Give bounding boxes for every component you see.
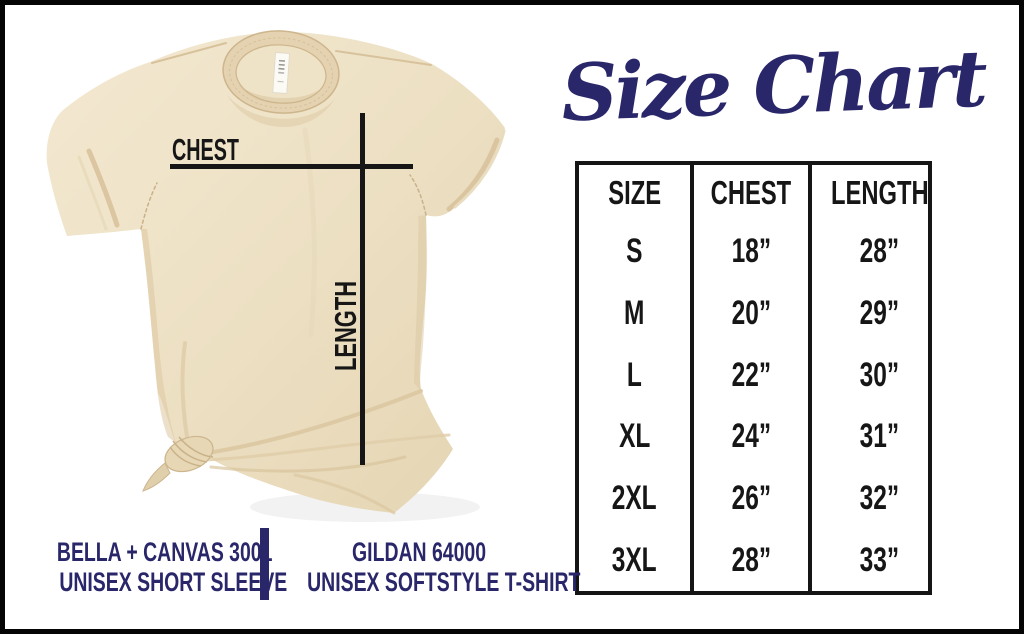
size-cell: 3XL <box>612 540 657 579</box>
col-header-length: LENGTH <box>830 174 929 211</box>
fabric-folds <box>77 42 506 515</box>
length-cell: 33” <box>860 540 900 579</box>
footer-left-line1: BELLA + CANVAS 3001 <box>56 537 273 567</box>
chest-cell: 22” <box>690 344 812 406</box>
col-header-chest: CHEST <box>690 165 812 221</box>
size-cell: M <box>624 293 645 332</box>
size-cell: S <box>626 232 643 271</box>
length-cell: 28” <box>860 232 900 271</box>
length-cell: 30” <box>860 355 900 394</box>
length-cell: 29” <box>860 293 900 332</box>
footer-left-line2: UNISEX SHORT SLEEVE <box>59 567 288 597</box>
footer-divider <box>260 528 269 600</box>
chest-measure-label: CHEST <box>172 132 239 167</box>
length-cell: 31” <box>860 417 900 456</box>
hem-knot <box>142 435 214 492</box>
chest-cell: 26” <box>690 467 812 530</box>
size-cell: L <box>627 355 642 394</box>
fabric-shadows <box>141 95 427 443</box>
col-header-size: SIZE <box>608 174 661 211</box>
size-cell: XL <box>618 417 651 456</box>
length-cell: 32” <box>860 478 900 517</box>
tshirt-photo: CHEST LENGTH <box>46 30 506 522</box>
page-title: Size Chart <box>559 33 987 139</box>
length-measure-label: LENGTH <box>328 281 363 371</box>
length-line <box>360 113 365 465</box>
chest-cell: 20” <box>690 282 812 345</box>
chest-cell: 24” <box>690 406 812 468</box>
footer-left-product: BELLA + CANVAS 3001 UNISEX SHORT SLEEVE <box>15 537 287 597</box>
measurement-lines: CHEST LENGTH <box>170 113 413 465</box>
chest-cell: 18” <box>690 221 812 283</box>
chest-line <box>170 164 413 169</box>
footer-right-line1: GILDAN 64000 <box>352 537 486 567</box>
brand-tag <box>272 52 290 94</box>
footer-right-line2: UNISEX SOFTSTYLE T-SHIRT <box>307 567 581 597</box>
size-table: SIZE CHEST LENGTH S 18” 28” M 20” 29” L … <box>575 161 932 595</box>
chest-cell: 28” <box>690 529 812 591</box>
size-cell: 2XL <box>612 478 657 517</box>
footer-right-product: GILDAN 64000 UNISEX SOFTSTYLE T-SHIRT <box>254 537 584 597</box>
